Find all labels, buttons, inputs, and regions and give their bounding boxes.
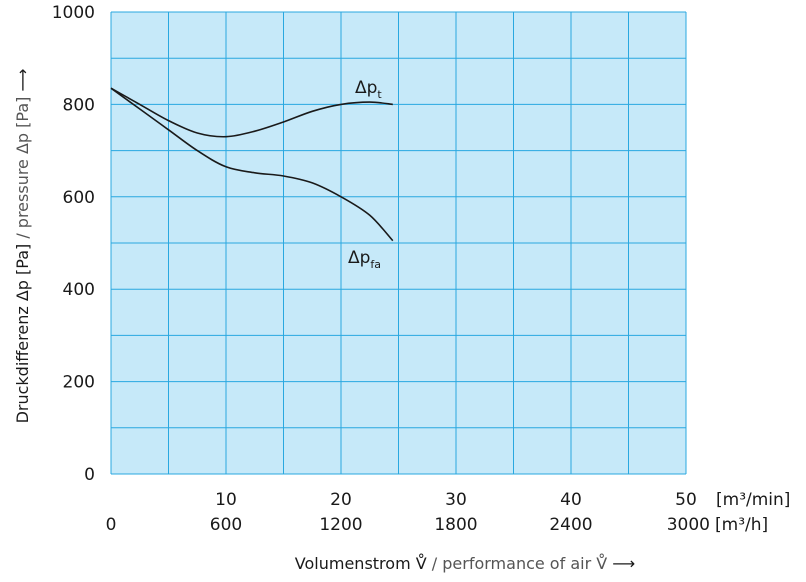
y-tick-label: 1000: [52, 3, 95, 23]
curve-label-dpfa-sub: fa: [370, 258, 381, 271]
y-axis-arrow: ⟶: [13, 69, 32, 92]
x-tick-label-primary: 20: [330, 490, 352, 510]
x-unit-secondary: [m³/h]: [715, 515, 768, 535]
x-tick-label-secondary: 1800: [434, 515, 477, 535]
y-tick-label: 400: [63, 280, 95, 300]
x-axis-arrow: ⟶: [612, 554, 635, 573]
y-tick-labels: 0 200 400 600 800 1000: [52, 3, 95, 485]
x-tick-label-primary: 30: [445, 490, 467, 510]
x-axis-title-en: / performance of air V̊: [427, 554, 613, 573]
x-tick-label-secondary: 1200: [319, 515, 362, 535]
grid-lines: [110, 11, 687, 475]
curve-label-dpfa-main: Δp: [348, 248, 370, 268]
x-unit-primary: [m³/min]: [716, 490, 790, 510]
x-tick-label-secondary: 2400: [549, 515, 592, 535]
x-axis-title-de: Volumenstrom V̊: [295, 554, 427, 573]
y-tick-label: 800: [63, 95, 95, 115]
y-tick-label: 0: [84, 465, 95, 485]
series-line-dpt: [110, 87, 393, 138]
series-line-dpfa: [110, 87, 394, 242]
x-tick-label-primary: 10: [215, 490, 237, 510]
y-axis-title-de: Druckdifferenz Δp [Pa]: [13, 244, 32, 424]
x-tick-label-primary: 40: [560, 490, 582, 510]
x-tick-label-secondary: 0: [106, 515, 117, 535]
y-axis-title: Druckdifferenz Δp [Pa] / pressure Δp [Pa…: [13, 69, 32, 424]
y-tick-label: 200: [63, 373, 95, 393]
x-tick-label-secondary: 600: [210, 515, 242, 535]
data-curves: [110, 87, 394, 242]
curve-label-dpfa: Δpfa: [348, 248, 381, 271]
x-tick-label-secondary: 3000: [667, 515, 710, 535]
x-tick-labels: 10 20 30 40 50 0 600 1200 1800 2400 3000: [106, 490, 710, 535]
curve-label-dpt-sub: t: [377, 88, 382, 101]
x-axis-title: Volumenstrom V̊ / performance of air V̊ …: [295, 554, 635, 573]
y-axis-title-en: / pressure Δp [Pa]: [13, 92, 32, 244]
y-tick-label: 600: [63, 188, 95, 208]
curve-label-dpt-main: Δp: [355, 78, 377, 98]
curve-label-dpt: Δpt: [355, 78, 382, 101]
x-tick-label-primary: 50: [675, 490, 697, 510]
